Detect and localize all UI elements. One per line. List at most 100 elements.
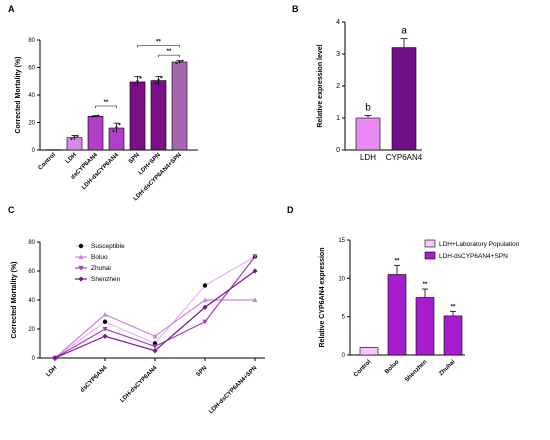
y-tick-label: 40 [28,298,35,304]
replicate-dot [91,115,94,118]
replicate-dot [178,60,181,63]
y-tick-label: 80 [28,240,35,246]
x-tick-label: Shenzhen [404,359,429,384]
data-point [202,304,208,310]
significance-label: ** [451,304,456,310]
panel-b: B 0 1 2 3 4 Relative expression level b a LDH CYP6… [292,4,423,162]
significance-bracket [158,54,180,58]
data-point [202,283,208,288]
replicate-dot [112,129,115,132]
y-tick-label: 80 [28,38,35,44]
y-tick-label: 2 [336,83,340,90]
x-tick-label: LDH-dsCYP6AN4 [81,152,120,191]
bar [171,61,188,151]
replicate-dot [133,84,136,87]
y-tick-label: 4 [336,19,340,26]
panel-label: D [287,205,294,215]
data-point [102,319,108,324]
replicate-dot [181,59,184,63]
x-tick-label: Control [353,359,373,379]
significance-bracket [95,105,117,108]
bar [150,80,167,151]
y-tick-label: 0 [32,148,36,154]
y-tick-label: 0 [342,353,346,359]
replicate-dot [175,61,178,64]
x-tick-label: SPN [128,152,141,165]
x-tick-label: Zhuhai [438,359,456,377]
data-point [252,268,258,274]
significance-label: ** [167,49,172,55]
legend-label: LDH+Laboratory Population [439,241,520,248]
panel-label: A [8,4,15,14]
y-tick-label: 10 [338,276,345,282]
replicate-dot [70,137,73,140]
data-point [152,348,158,354]
replicate-dot [139,76,142,79]
legend-swatch [424,251,436,260]
replicate-dot [73,136,76,139]
data-point [78,254,84,260]
y-tick-label: 60 [28,66,35,72]
data-point [252,254,258,260]
bar [443,315,463,356]
data-point [152,333,158,339]
x-tick-label: LDH-dsCYP6AN4+SPN [208,365,258,415]
y-tick-label: 20 [28,327,35,333]
data-point [102,311,108,317]
legend-label: Shenzhen [91,276,121,283]
x-tick-label: dsCYP6AN4 [80,365,109,394]
data-point [78,265,84,271]
panel-label: B [292,4,299,14]
legend-label: Boluo [91,254,108,261]
data-point [78,276,84,282]
legend-label: Susceptible [91,243,125,250]
data-point [102,333,108,339]
replicate-dot [97,114,100,117]
y-tick-label: 3 [336,51,340,58]
x-tick-label: LDH-dsCYP6AN4 [120,365,159,404]
y-tick-label: 15 [338,238,345,244]
replicate-dot [76,134,79,138]
data-point [202,297,208,303]
y-axis-title: Corrected Mortality (%) [15,56,22,133]
data-point [102,326,108,332]
y-axis-title: Relative expression level [317,44,324,127]
y-tick-label: 40 [28,93,35,99]
data-point [52,355,58,361]
x-tick-label: LDH [45,365,58,378]
data-point [152,344,158,349]
y-tick-label: 0 [32,356,36,362]
y-axis-title: Relative CYP6AN4 expression [319,248,326,348]
x-tick-label: Boluo [384,359,400,375]
panel-label: C [8,205,15,215]
significance-letter: b [365,102,371,113]
bar [391,47,417,151]
data-point [202,319,208,325]
panel-d: D 0 5 10 15 Relative CYP6AN4 expression ** ** **… [287,205,520,383]
significance-label: ** [423,282,428,288]
bar [355,117,381,151]
significance-label: ** [104,100,109,106]
significance-label: ** [395,258,400,264]
x-tick-label: LDH [65,152,78,165]
data-point [78,243,84,249]
bar [415,297,435,356]
legend-swatch [424,239,436,248]
x-tick-label: SPN [195,365,208,378]
y-tick-label: 60 [28,269,35,275]
y-tick-label: 1 [336,115,340,122]
significance-letter: a [401,26,407,37]
data-point [252,297,258,303]
significance-label: ** [156,40,161,46]
panel-c: C 0 20 40 60 80 Corrected Mortality (%) Suscept… [8,205,265,415]
bar [387,274,407,356]
panel-a: A 0 20 40 60 80 Corrected Mortality (%) ** ** ** C… [8,4,198,202]
bar [87,116,104,151]
legend-label: LDH-dsCYP6AN4+SPN [439,253,508,260]
significance-bracket [137,45,180,48]
replicate-dot [157,78,160,81]
replicate-dot [115,125,118,129]
legend-label: Zhuhai [91,265,111,272]
bar [359,347,379,356]
